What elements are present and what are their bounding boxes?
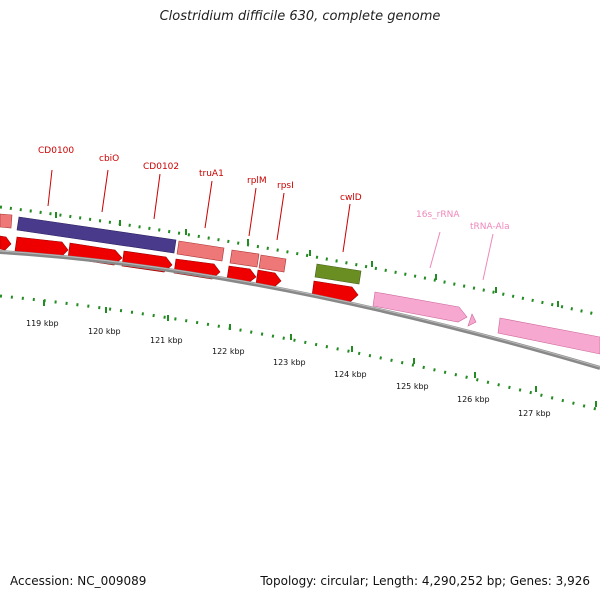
kbp-label-124: 124 kbp bbox=[334, 370, 367, 379]
gene-feature-rpsi[interactable] bbox=[258, 254, 287, 273]
kbp-label-119: 119 kbp bbox=[26, 319, 59, 328]
kbp-label-127: 127 kbp bbox=[518, 409, 551, 418]
kbp-label-122: 122 kbp bbox=[212, 347, 245, 356]
accession-label: Accession: NC_009089 bbox=[10, 574, 147, 588]
kbp-label-121: 121 kbp bbox=[150, 336, 183, 345]
gene-labels: CD0100 cbiO CD0102 truA1 rplM rpsI cwlD … bbox=[38, 146, 510, 232]
gene-leader-lines bbox=[47, 169, 494, 281]
gene-label-trna-ala[interactable]: tRNA-Ala bbox=[470, 222, 510, 232]
gene-label-rpsi[interactable]: rpsI bbox=[277, 181, 294, 191]
kbp-label-123: 123 kbp bbox=[273, 358, 306, 367]
genome-backbone-highlight bbox=[0, 250, 600, 368]
gene-feature-left-edge[interactable] bbox=[0, 213, 13, 229]
gene-feature-rplm[interactable] bbox=[229, 249, 260, 268]
inner-tick-ring bbox=[0, 294, 600, 412]
gene-label-rplm[interactable]: rplM bbox=[247, 176, 267, 186]
gene-arrow-1[interactable] bbox=[0, 235, 12, 251]
gene-label-cd0100[interactable]: CD0100 bbox=[38, 146, 74, 156]
gene-label-trua1[interactable]: truA1 bbox=[199, 169, 224, 179]
kbp-label-126: 126 kbp bbox=[457, 395, 490, 404]
genome-backbone bbox=[0, 250, 600, 370]
gene-feature-cbio[interactable] bbox=[16, 216, 177, 254]
rna-track bbox=[372, 291, 600, 355]
outer-tick-ring bbox=[0, 205, 600, 317]
forward-strand-track bbox=[0, 213, 362, 285]
gene-feature-trna-ala[interactable] bbox=[467, 313, 477, 327]
gene-label-cd0102[interactable]: CD0102 bbox=[143, 162, 179, 172]
gene-arrow-5[interactable] bbox=[255, 269, 282, 289]
kbp-labels: 119 kbp 120 kbp 121 kbp 122 kbp 123 kbp … bbox=[26, 319, 551, 418]
kbp-label-125: 125 kbp bbox=[396, 382, 429, 391]
gene-label-cbio[interactable]: cbiO bbox=[99, 154, 119, 164]
gene-feature-16s-rrna[interactable] bbox=[372, 291, 468, 323]
gene-label-16s-rrna[interactable]: 16s_rRNA bbox=[416, 210, 460, 220]
gene-feature-cwld[interactable] bbox=[314, 263, 362, 285]
gene-feature-rrna-2[interactable] bbox=[497, 317, 600, 355]
genome-stats-label: Topology: circular; Length: 4,290,252 bp… bbox=[260, 574, 590, 588]
genome-title: Clostridium difficile 630, complete geno… bbox=[159, 9, 441, 24]
gene-feature-trua1[interactable] bbox=[176, 240, 225, 262]
kbp-label-120: 120 kbp bbox=[88, 327, 121, 336]
gene-label-cwld[interactable]: cwlD bbox=[340, 193, 362, 203]
